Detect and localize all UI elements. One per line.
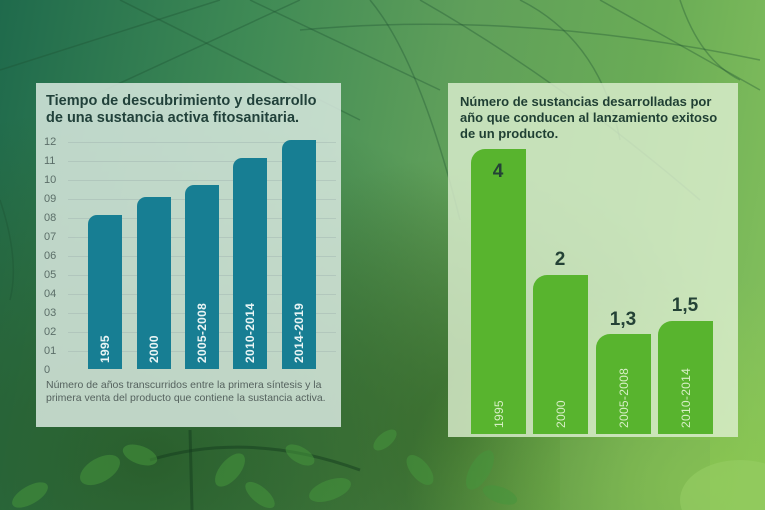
y-tick: 01 bbox=[44, 345, 57, 357]
y-tick: 03 bbox=[44, 307, 57, 319]
bar-2000: 2000 bbox=[137, 197, 171, 369]
bar-1995: 1995 bbox=[88, 215, 122, 369]
bar-category-label: 2005-2008 bbox=[616, 367, 631, 428]
bar-category-label: 2014-2019 bbox=[292, 302, 306, 363]
y-tick: 05 bbox=[44, 269, 57, 281]
y-tick: 0 bbox=[44, 364, 51, 376]
bar-category-label: 1995 bbox=[491, 400, 506, 428]
bar-category-label: 2005-2008 bbox=[195, 302, 209, 363]
y-tick: 07 bbox=[44, 231, 57, 243]
bar-category-label: 2000 bbox=[147, 335, 161, 363]
bar-2010-2014: 2010-2014 bbox=[233, 158, 267, 369]
value-label: 4 bbox=[492, 161, 504, 182]
chart-footnote: Número de años transcurridos entre la pr… bbox=[46, 379, 326, 404]
bar-category-label: 2010-2014 bbox=[678, 367, 693, 428]
chart-title: Número de sustancias desarrolladas por a… bbox=[460, 94, 718, 141]
bar-2005-2008: 2005-2008 bbox=[596, 334, 651, 434]
y-tick: 11 bbox=[44, 155, 56, 167]
y-tick: 02 bbox=[44, 326, 57, 338]
discovery-time-chart-panel: Tiempo de descubrimiento y desarrollo de… bbox=[36, 83, 341, 427]
bar-2000: 2000 bbox=[533, 275, 588, 434]
bar-category-label: 2010-2014 bbox=[243, 302, 257, 363]
bar-2010-2014: 2010-2014 bbox=[658, 321, 713, 434]
y-tick: 12 bbox=[44, 136, 57, 148]
chart-title: Tiempo de descubrimiento y desarrollo de… bbox=[46, 93, 317, 126]
bar-2014-2019: 2014-2019 bbox=[282, 140, 316, 369]
y-tick: 06 bbox=[44, 250, 57, 262]
gridline bbox=[68, 161, 336, 162]
y-tick: 10 bbox=[44, 174, 57, 186]
bar-category-label: 2000 bbox=[553, 400, 568, 428]
bar-2005-2008: 2005-2008 bbox=[185, 185, 219, 369]
gridline bbox=[68, 142, 336, 143]
y-tick: 08 bbox=[44, 212, 57, 224]
value-label: 2 bbox=[554, 249, 566, 270]
y-tick: 09 bbox=[44, 193, 57, 205]
value-label: 1,5 bbox=[671, 295, 699, 316]
substances-count-chart-panel: Número de sustancias desarrolladas por a… bbox=[448, 83, 738, 437]
bar-1995: 1995 bbox=[471, 149, 526, 434]
gridline bbox=[68, 180, 336, 181]
y-tick: 04 bbox=[44, 288, 57, 300]
value-label: 1,3 bbox=[609, 309, 637, 330]
bar-category-label: 1995 bbox=[98, 335, 112, 363]
